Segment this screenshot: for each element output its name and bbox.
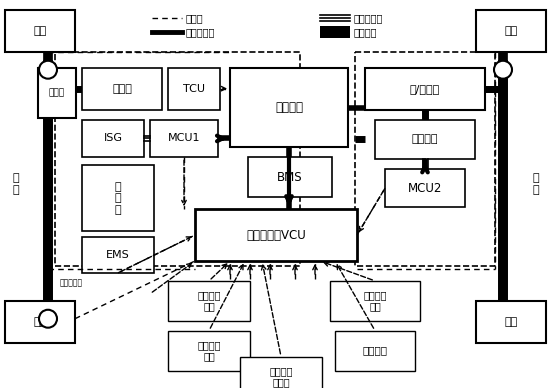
Text: 方向盘转
角信号: 方向盘转 角信号: [269, 366, 293, 387]
Text: 车轮传感器: 车轮传感器: [60, 278, 83, 287]
Bar: [385, 169, 465, 207]
Bar: [476, 10, 546, 52]
Bar: [82, 68, 162, 110]
Bar: [82, 237, 154, 273]
Bar: [320, 26, 350, 38]
Bar: [168, 68, 220, 110]
Bar: [240, 356, 322, 390]
Bar: [150, 119, 218, 158]
Text: 整车控制器VCU: 整车控制器VCU: [246, 229, 306, 241]
Bar: [195, 209, 357, 261]
Bar: [168, 331, 250, 370]
Text: 车轮: 车轮: [34, 317, 47, 327]
Text: 变速器: 变速器: [49, 88, 65, 97]
Text: MCU2: MCU2: [408, 182, 442, 195]
Bar: [5, 301, 75, 343]
Text: 动力电池: 动力电池: [275, 101, 303, 114]
Text: BMS: BMS: [277, 171, 303, 184]
Text: 高压直流电: 高压直流电: [186, 27, 215, 37]
Text: 差/减速器: 差/减速器: [410, 83, 440, 94]
Bar: [168, 281, 250, 321]
Text: 信号线: 信号线: [186, 13, 204, 23]
Text: 加速踏板
信号: 加速踏板 信号: [197, 340, 221, 362]
Text: 车轮: 车轮: [34, 26, 47, 36]
Bar: [55, 52, 300, 266]
Text: 变速箱: 变速箱: [112, 83, 132, 94]
Bar: [335, 331, 415, 370]
Text: 后轴电机: 后轴电机: [412, 135, 438, 144]
Text: 制动踏板
信号: 制动踏板 信号: [197, 290, 221, 312]
Bar: [330, 281, 420, 321]
Text: 车轮: 车轮: [504, 317, 517, 327]
Text: 车轮: 车轮: [504, 26, 517, 36]
Circle shape: [39, 310, 57, 328]
Bar: [82, 165, 154, 231]
Bar: [365, 68, 485, 110]
Bar: [82, 119, 144, 158]
Text: 三相交流电: 三相交流电: [354, 13, 383, 23]
Text: 模式选择
信号: 模式选择 信号: [363, 290, 387, 312]
Text: 后
轴: 后 轴: [533, 174, 539, 195]
Bar: [248, 158, 332, 197]
Bar: [230, 68, 348, 147]
Text: 挡位信号: 挡位信号: [363, 346, 387, 356]
Bar: [38, 68, 76, 117]
Text: 机械连接: 机械连接: [354, 27, 377, 37]
Text: 发
动
机: 发 动 机: [115, 182, 121, 215]
Bar: [355, 52, 495, 266]
Circle shape: [39, 61, 57, 79]
Bar: [5, 10, 75, 52]
Circle shape: [494, 61, 512, 79]
Bar: [375, 119, 475, 160]
Text: 前
轴: 前 轴: [13, 174, 19, 195]
Text: ISG: ISG: [104, 133, 122, 144]
Text: MCU1: MCU1: [168, 133, 200, 144]
Bar: [476, 301, 546, 343]
Text: TCU: TCU: [183, 83, 205, 94]
Text: EMS: EMS: [106, 250, 130, 260]
